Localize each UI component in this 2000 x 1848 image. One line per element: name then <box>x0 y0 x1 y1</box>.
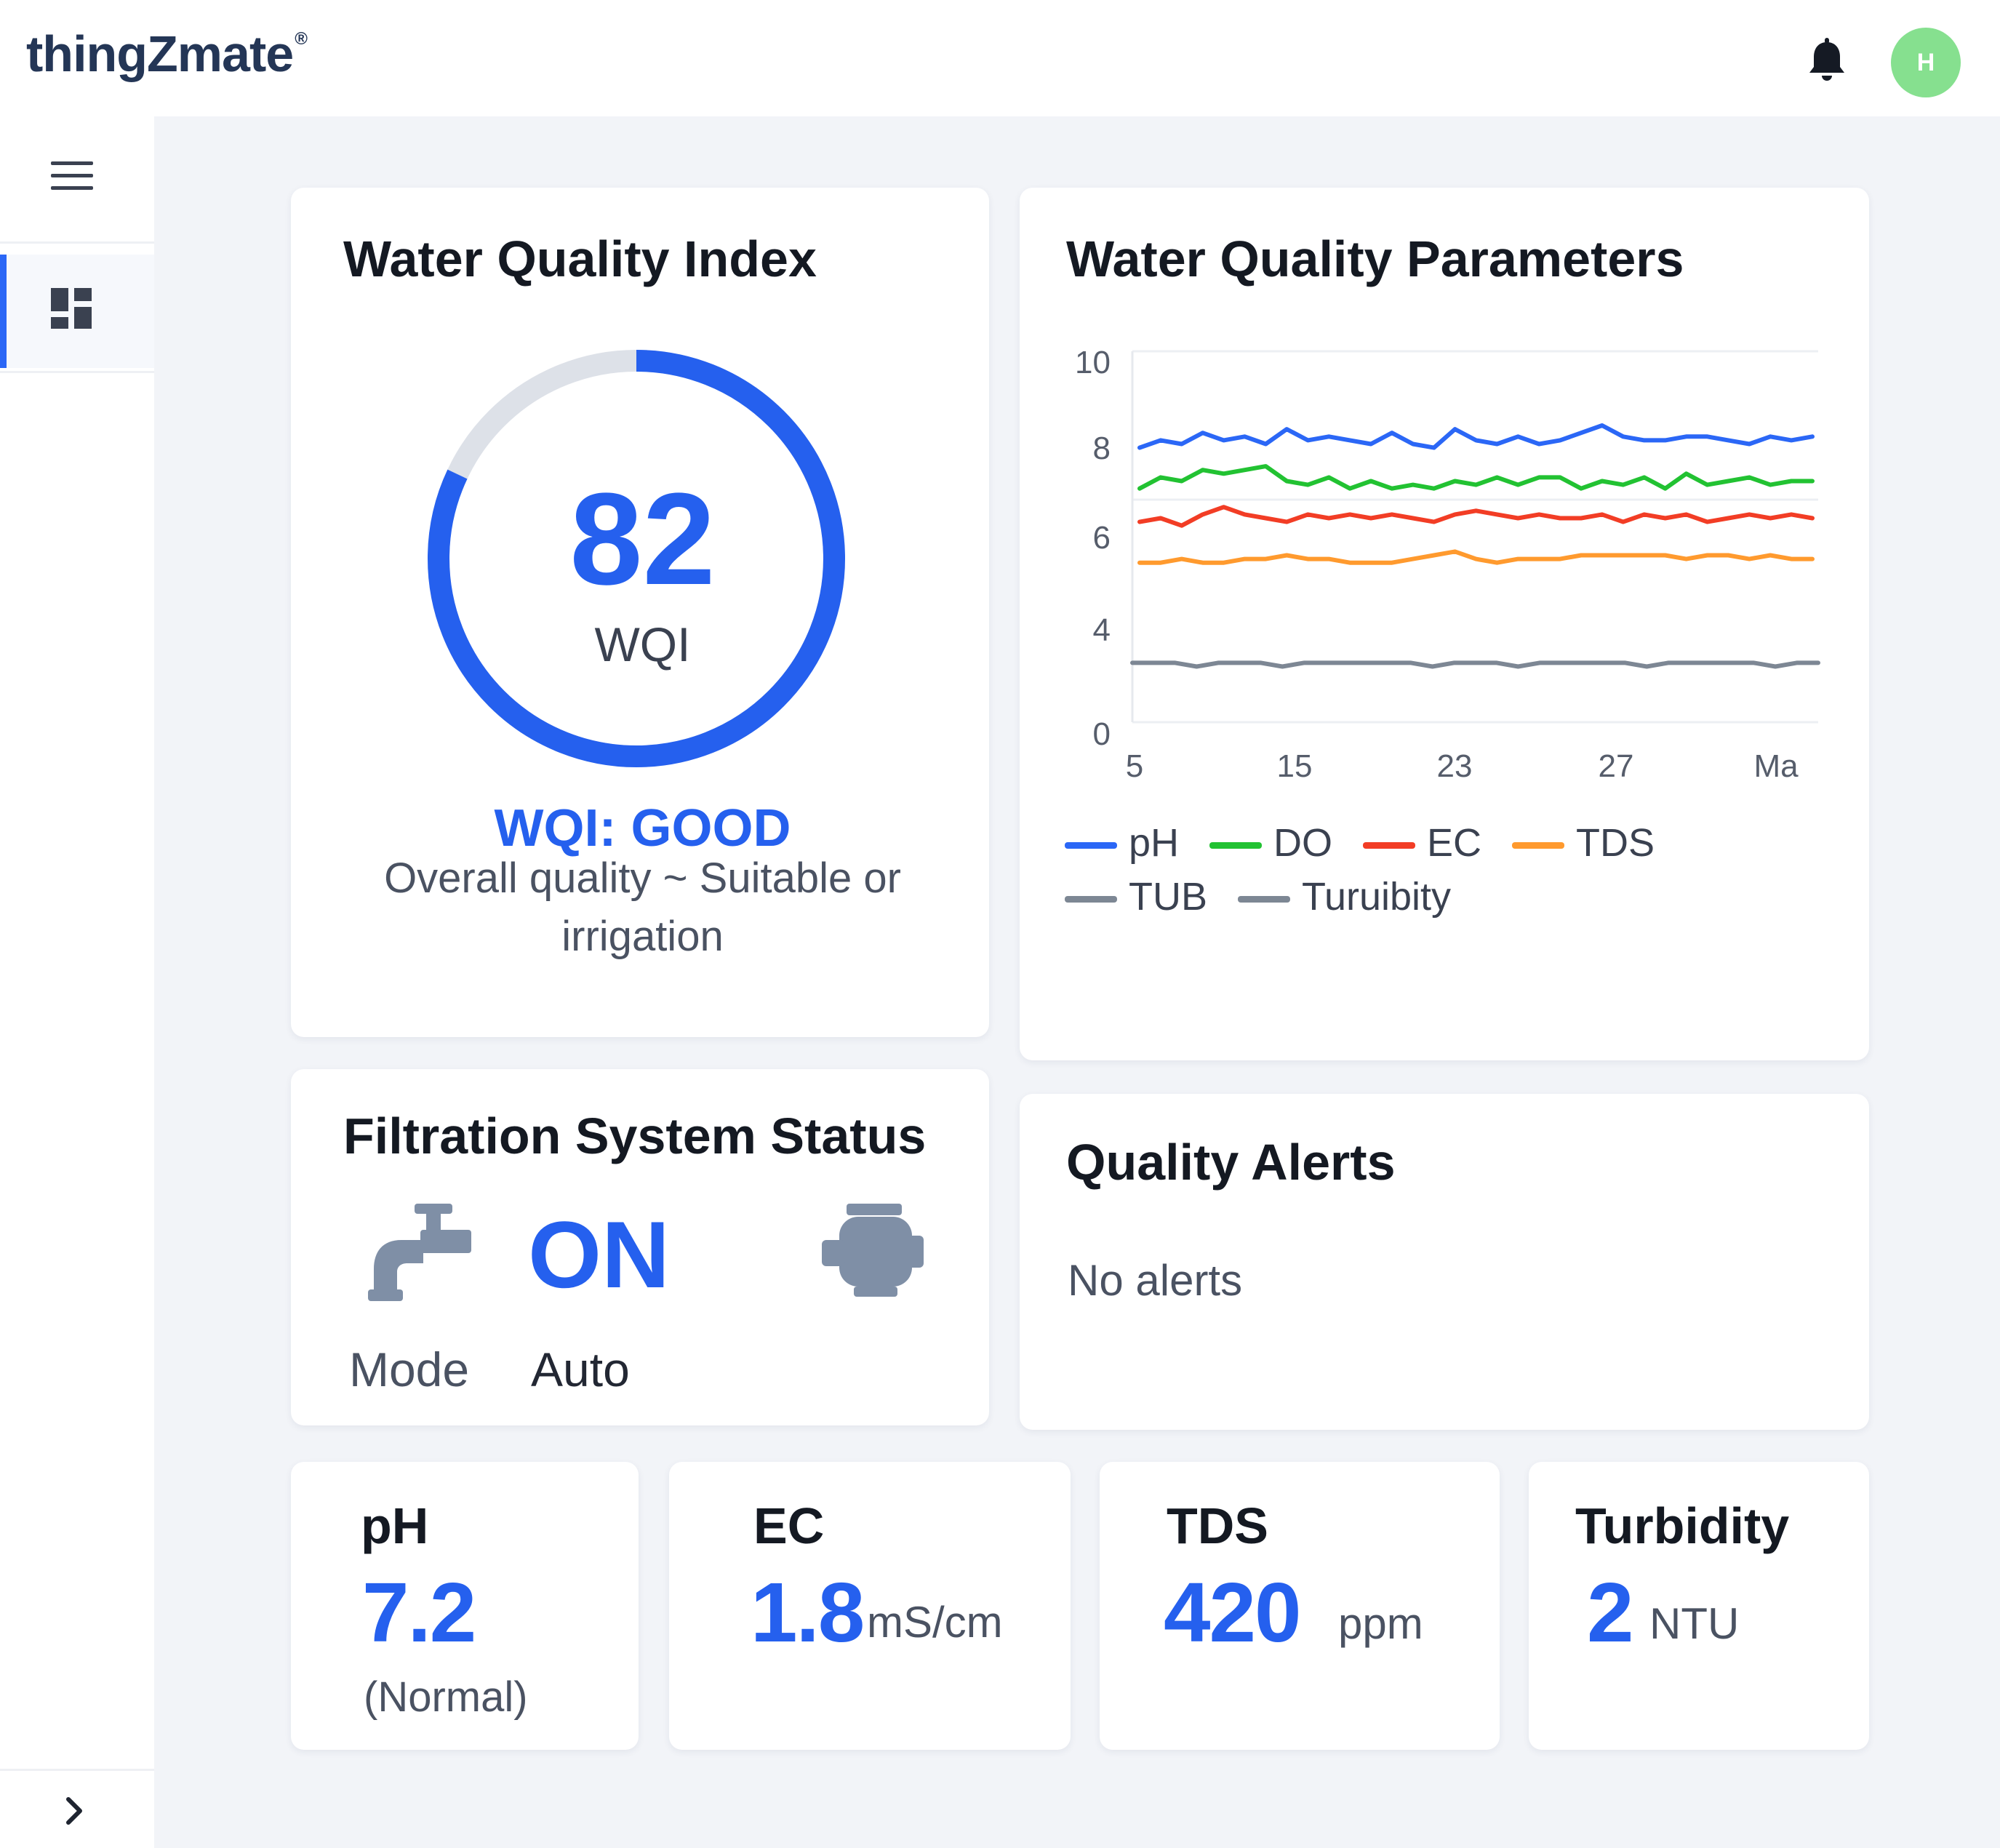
legend-swatch <box>1512 842 1565 849</box>
chart-x-tick-label: 23 <box>1437 748 1473 784</box>
legend-item[interactable]: EC <box>1363 820 1481 865</box>
menu-icon[interactable] <box>51 161 93 191</box>
legend-swatch <box>1065 842 1117 849</box>
metric-title: pH <box>361 1497 429 1554</box>
metric-card-ec: EC 1.8 mS/cm <box>669 1462 1071 1750</box>
parameters-title: Water Quality Parameters <box>1066 231 1684 287</box>
top-bar: thingZmate® H <box>0 0 2000 116</box>
metric-card-ph: pH 7.2 (Normal) <box>291 1462 639 1750</box>
metric-title: EC <box>753 1497 825 1554</box>
metric-value: 2 <box>1587 1565 1634 1660</box>
chart-y-tick-label: 8 <box>1093 431 1111 466</box>
legend-swatch <box>1238 896 1290 903</box>
faucet-icon <box>368 1204 471 1301</box>
legend-label: TDS <box>1576 821 1655 865</box>
metric-value: 7.2 <box>362 1565 476 1660</box>
wqi-description: Overall quality ~ Suitable or irrigation <box>384 855 901 960</box>
chart-x-tick-label: 27 <box>1599 748 1634 784</box>
metric-card-tds: TDS 420 ppm <box>1100 1462 1500 1750</box>
metric-title: Turbidity <box>1575 1497 1790 1554</box>
chart-x-tick-label: 5 <box>1126 748 1143 784</box>
mode-label: Mode <box>349 1343 470 1396</box>
wqi-title: Water Quality Index <box>343 231 817 287</box>
wqi-card: Water Quality Index 82 WQI WQI: GOOD Ove… <box>291 188 989 1037</box>
wqi-status: WQI: GOOD <box>494 799 791 857</box>
sidebar-divider <box>0 241 154 244</box>
legend-label: DO <box>1273 821 1333 865</box>
legend-item[interactable]: DO <box>1209 820 1332 865</box>
filtration-card: Filtration System Status ON Mode Auto <box>291 1069 989 1425</box>
legend-swatch <box>1363 842 1416 849</box>
dashboard-icon[interactable] <box>51 288 92 329</box>
wqi-gauge <box>428 350 845 767</box>
user-avatar[interactable]: H <box>1891 28 1961 97</box>
metric-unit: NTU <box>1649 1599 1740 1648</box>
wqi-value: 82 <box>569 466 716 612</box>
legend-item[interactable]: TDS <box>1512 820 1655 865</box>
metric-card-turbidity: Turbidity 2 NTU <box>1529 1462 1869 1750</box>
chart-legend: pH DO EC TDS TUB Turuibity <box>1065 820 1850 928</box>
bell-icon[interactable] <box>1805 38 1849 86</box>
metric-value: 1.8 <box>751 1565 865 1660</box>
metric-unit: mS/cm <box>867 1598 1003 1647</box>
sidebar-divider <box>0 1769 154 1771</box>
filtration-title: Filtration System Status <box>343 1108 927 1164</box>
chevron-right-icon[interactable] <box>60 1789 89 1833</box>
alerts-message: No alerts <box>1068 1256 1243 1305</box>
alerts-card: Quality Alerts No alerts <box>1020 1094 1869 1430</box>
chart-y-tick-label: 4 <box>1093 612 1111 648</box>
sidebar-divider <box>0 371 154 373</box>
mode-value: Auto <box>531 1343 630 1396</box>
chart-y-tick-label: 6 <box>1093 520 1111 556</box>
series-line-tds <box>1137 549 1815 565</box>
sidebar-active-indicator <box>0 255 7 368</box>
legend-swatch <box>1065 896 1117 903</box>
legend-label: pH <box>1129 821 1180 865</box>
wqi-gauge-arc <box>428 350 845 767</box>
series-line-ec <box>1137 505 1815 528</box>
filtration-state: ON <box>528 1201 670 1308</box>
metric-unit: ppm <box>1338 1599 1423 1648</box>
metric-note: (Normal) <box>364 1673 528 1721</box>
metric-title: TDS <box>1167 1497 1268 1554</box>
logo-trademark: ® <box>295 29 308 49</box>
legend-label: EC <box>1427 821 1482 865</box>
legend-item[interactable]: Turuibity <box>1238 874 1451 919</box>
series-line-tub <box>1130 660 1820 669</box>
legend-label: Turuibity <box>1302 875 1452 919</box>
series-line-do <box>1137 464 1815 491</box>
series-line-ph <box>1137 423 1815 450</box>
legend-item[interactable]: TUB <box>1065 874 1207 919</box>
chart-x-tick-label: Ma <box>1753 748 1799 784</box>
metric-value: 420 <box>1164 1565 1302 1660</box>
legend-swatch <box>1209 842 1263 849</box>
legend-item[interactable]: pH <box>1065 820 1179 865</box>
wqi-unit: WQI <box>594 617 691 671</box>
chart-y-tick-label: 0 <box>1093 716 1111 752</box>
app-logo[interactable]: thingZmate® <box>26 25 308 83</box>
logo-text: thingZmate <box>26 25 294 82</box>
legend-label: TUB <box>1129 875 1207 919</box>
sidebar <box>0 116 154 1848</box>
pump-icon <box>822 1204 924 1297</box>
parameters-card: Water Quality Parameters 10 8 6 4 0 5 15 23 27 Ma… <box>1020 188 1869 1060</box>
parameters-line-chart: 10 8 6 4 05 15 23 27 Ma <box>1075 345 1820 784</box>
alerts-title: Quality Alerts <box>1066 1134 1396 1191</box>
chart-y-tick-label: 10 <box>1075 345 1111 380</box>
chart-x-tick-label: 15 <box>1277 748 1313 784</box>
